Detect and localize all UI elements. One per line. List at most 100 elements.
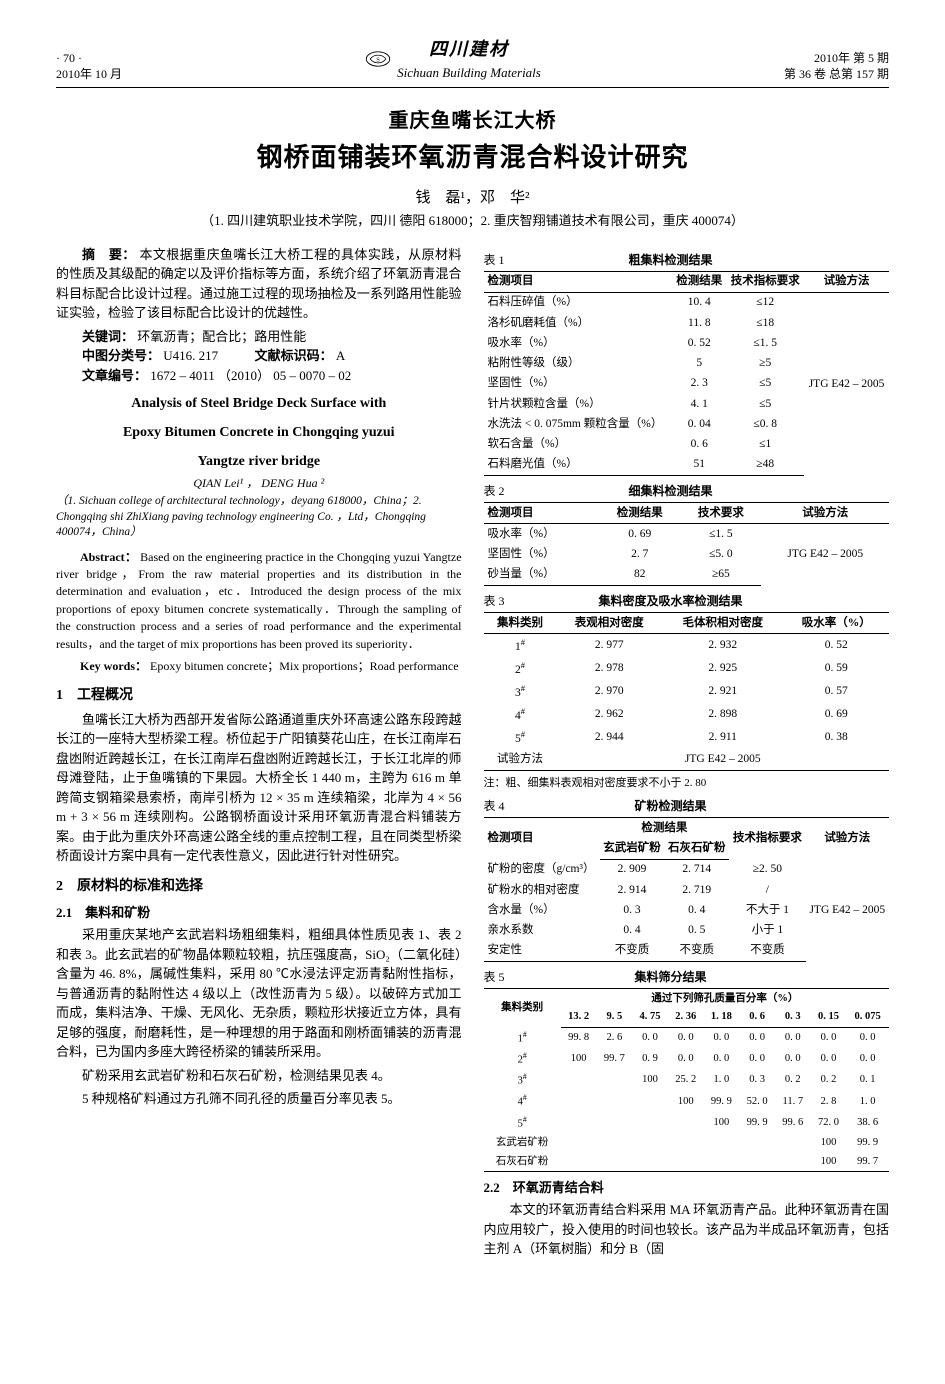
table-header-cell: 0. 3 xyxy=(775,1008,811,1027)
table-cell: 0. 0 xyxy=(704,1027,740,1048)
title-supertitle: 重庆鱼嘴长江大桥 xyxy=(56,106,889,136)
table-cell: 坚固性（%） xyxy=(484,374,673,394)
table-cell: 2. 911 xyxy=(662,727,784,750)
table-cell: ≤12 xyxy=(726,292,804,313)
table-cell xyxy=(597,1152,633,1171)
table-cell: 2# xyxy=(484,1048,561,1069)
table-cell xyxy=(561,1152,597,1171)
journal-title-en: Sichuan Building Materials xyxy=(397,63,541,83)
table-cell: ≥2. 50 xyxy=(729,859,805,880)
table-cell: 4# xyxy=(484,1091,561,1112)
table-cell: 0. 2 xyxy=(811,1070,847,1091)
table-cell: 0. 57 xyxy=(784,680,889,703)
table-cell: 2. 719 xyxy=(664,880,729,900)
table-cell: 1# xyxy=(484,1027,561,1048)
table-cell: 52. 0 xyxy=(739,1091,775,1112)
table-cell: JTG E42 – 2005 xyxy=(761,524,889,586)
section-2-1-p2: 矿粉采用玄武岩矿粉和石灰石矿粉，检测结果见表 4。 xyxy=(56,1066,462,1086)
table-cell: 5# xyxy=(484,727,557,750)
table-4-caption: 表 4 矿粉检测结果 xyxy=(484,797,890,815)
table-cell: 0. 1 xyxy=(846,1070,889,1091)
table-cell: 99. 9 xyxy=(704,1091,740,1112)
table-cell: 4. 1 xyxy=(672,394,726,414)
table-cell: 0. 0 xyxy=(811,1027,847,1048)
table-header-cell: 试验方法 xyxy=(804,271,889,292)
affiliations-en: （1. Sichuan college of architectural tec… xyxy=(56,494,462,541)
left-column: 摘 要： 本文根据重庆鱼嘴长江大桥工程的具体实践，从原材料的性质及其级配的确定以… xyxy=(56,245,462,1263)
table-cell: 5# xyxy=(484,1112,561,1133)
table-cell xyxy=(668,1133,704,1152)
table-cell: JTG E42 – 2005 xyxy=(804,292,889,475)
table-cell: 0. 0 xyxy=(811,1048,847,1069)
table-header-cell: 试验方法 xyxy=(761,503,889,524)
table-1-no: 表 1 xyxy=(484,251,518,269)
table-cell: ≤5. 0 xyxy=(680,545,761,565)
table-header-cell: 玄武岩矿粉 xyxy=(600,839,665,860)
table-cell: 0. 0 xyxy=(668,1027,704,1048)
issue-date: 2010年 10 月 xyxy=(56,67,122,83)
table-header-cell: 试验方法 xyxy=(806,818,889,860)
table-cell xyxy=(739,1152,775,1171)
table-cell: 0. 0 xyxy=(739,1048,775,1069)
table-cell: 0. 69 xyxy=(784,703,889,726)
journal-title-cn: 四川建材 xyxy=(397,36,541,63)
table-cell: ≤5 xyxy=(726,374,804,394)
table-cell: ≤0. 8 xyxy=(726,414,804,434)
table-cell: ≤1. 5 xyxy=(726,333,804,353)
keywords-label-en: Key words： xyxy=(80,659,147,673)
section-2-2-para: 本文的环氧沥青结合料采用 MA 环氧沥青产品。此种环氧沥青在国内应用较广，投入使… xyxy=(484,1200,890,1259)
table-header-cell: 0. 075 xyxy=(846,1008,889,1027)
table-cell: 2. 932 xyxy=(662,634,784,658)
table-cell: 2. 6 xyxy=(597,1027,633,1048)
table-cell: 2. 944 xyxy=(557,727,662,750)
table-cell: 不变质 xyxy=(729,941,805,962)
table-cell: 矿粉的密度（g/cm³） xyxy=(484,859,600,880)
authors: 钱 磊¹，邓 华² xyxy=(56,187,889,210)
table-cell: 1# xyxy=(484,634,557,658)
table-cell: 100 xyxy=(668,1091,704,1112)
table-4-no: 表 4 xyxy=(484,797,518,815)
table-cell: / xyxy=(729,880,805,900)
table-header-cell: 石灰石矿粉 xyxy=(664,839,729,860)
table-cell: 99. 8 xyxy=(561,1027,597,1048)
table-cell: 矿粉水的相对密度 xyxy=(484,880,600,900)
table-cell xyxy=(561,1091,597,1112)
table-cell: 0. 9 xyxy=(632,1048,668,1069)
svg-text:S: S xyxy=(376,57,380,64)
table-cell xyxy=(739,1133,775,1152)
table-header-cell: 技术指标要求 xyxy=(726,271,804,292)
table-3-no: 表 3 xyxy=(484,592,518,610)
table-header-cell: 0. 15 xyxy=(811,1008,847,1027)
table-cell: 0. 0 xyxy=(846,1027,889,1048)
table-cell: 吸水率（%） xyxy=(484,524,600,545)
table-cell: 吸水率（%） xyxy=(484,333,673,353)
table-cell xyxy=(561,1112,597,1133)
table-cell: ≤1 xyxy=(726,435,804,455)
table-header-cell: 检测结果 xyxy=(599,503,680,524)
keywords-text-en: Epoxy bitumen concrete；Mix proportions；R… xyxy=(150,659,459,673)
table-cell xyxy=(597,1091,633,1112)
table-cell: 2. 962 xyxy=(557,703,662,726)
title-en-2: Epoxy Bitumen Concrete in Chongqing yuzu… xyxy=(56,422,462,443)
table-cell xyxy=(561,1070,597,1091)
table-cell: 不变质 xyxy=(664,941,729,962)
table-cell: 0. 52 xyxy=(784,634,889,658)
table-cell: 0. 0 xyxy=(739,1027,775,1048)
section-2-1-p1: 采用重庆某地产玄武岩料场粗细集料，粗细具体性质见表 1、表 2 和表 3。此玄武… xyxy=(56,925,462,1062)
table-3-note: 注：粗、细集料表观相对密度要求不小于 2. 80 xyxy=(484,775,890,792)
body-columns: 摘 要： 本文根据重庆鱼嘴长江大桥工程的具体实践，从原材料的性质及其级配的确定以… xyxy=(56,245,889,1263)
table-cell: 0. 59 xyxy=(784,657,889,680)
table-cell: 0. 04 xyxy=(672,414,726,434)
table-cell: 0. 0 xyxy=(775,1048,811,1069)
title-en-1: Analysis of Steel Bridge Deck Surface wi… xyxy=(56,393,462,414)
table-cell: 砂当量（%） xyxy=(484,565,600,586)
table-cell: 0. 0 xyxy=(846,1048,889,1069)
authors-en: QIAN Lei¹ ， DENG Hua ² xyxy=(56,474,462,492)
table-header-cell: 技术指标要求 xyxy=(729,818,805,860)
header-center: S 四川建材 Sichuan Building Materials xyxy=(365,36,541,83)
clc-value: U416. 217 xyxy=(163,348,218,363)
table-cell xyxy=(561,1133,597,1152)
abstract-zh: 摘 要： 本文根据重庆鱼嘴长江大桥工程的具体实践，从原材料的性质及其级配的确定以… xyxy=(56,245,462,323)
issue-info-2: 第 36 卷 总第 157 期 xyxy=(784,67,889,83)
table-cell: ≥5 xyxy=(726,354,804,374)
